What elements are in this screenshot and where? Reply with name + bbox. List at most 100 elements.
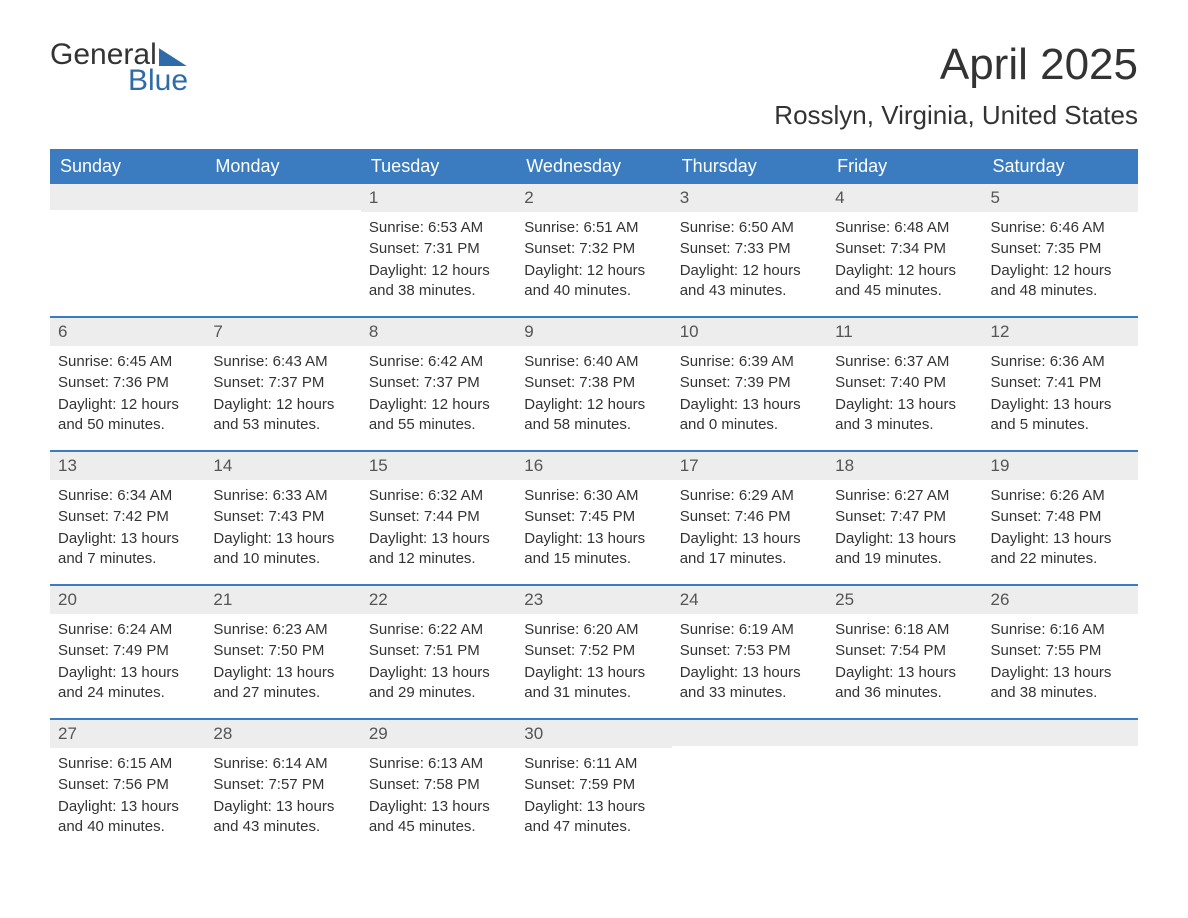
week-row: 27Sunrise: 6:15 AMSunset: 7:56 PMDayligh… [50, 718, 1138, 852]
sunrise-line: Sunrise: 6:33 AM [213, 486, 352, 506]
daylight-line: Daylight: 13 hours and 12 minutes. [369, 529, 508, 570]
sunset-line: Sunset: 7:55 PM [991, 641, 1130, 661]
daylight-line: Daylight: 13 hours and 7 minutes. [58, 529, 197, 570]
day-number: 26 [983, 586, 1138, 614]
sunrise-line: Sunrise: 6:14 AM [213, 754, 352, 774]
day-number: 15 [361, 452, 516, 480]
sunset-line: Sunset: 7:58 PM [369, 775, 508, 795]
day-details: Sunrise: 6:15 AMSunset: 7:56 PMDaylight:… [50, 748, 205, 837]
day-cell: 10Sunrise: 6:39 AMSunset: 7:39 PMDayligh… [672, 318, 827, 450]
sunset-line: Sunset: 7:38 PM [524, 373, 663, 393]
sunset-line: Sunset: 7:44 PM [369, 507, 508, 527]
day-details: Sunrise: 6:22 AMSunset: 7:51 PMDaylight:… [361, 614, 516, 703]
daylight-line: Daylight: 13 hours and 0 minutes. [680, 395, 819, 436]
day-cell: 11Sunrise: 6:37 AMSunset: 7:40 PMDayligh… [827, 318, 982, 450]
sunrise-line: Sunrise: 6:22 AM [369, 620, 508, 640]
sunrise-line: Sunrise: 6:27 AM [835, 486, 974, 506]
sunset-line: Sunset: 7:32 PM [524, 239, 663, 259]
day-number [672, 720, 827, 746]
day-details: Sunrise: 6:11 AMSunset: 7:59 PMDaylight:… [516, 748, 671, 837]
sunset-line: Sunset: 7:59 PM [524, 775, 663, 795]
sunrise-line: Sunrise: 6:50 AM [680, 218, 819, 238]
day-number: 14 [205, 452, 360, 480]
sunset-line: Sunset: 7:43 PM [213, 507, 352, 527]
sunrise-line: Sunrise: 6:51 AM [524, 218, 663, 238]
sunrise-line: Sunrise: 6:24 AM [58, 620, 197, 640]
sunrise-line: Sunrise: 6:46 AM [991, 218, 1130, 238]
day-cell: 8Sunrise: 6:42 AMSunset: 7:37 PMDaylight… [361, 318, 516, 450]
day-details: Sunrise: 6:48 AMSunset: 7:34 PMDaylight:… [827, 212, 982, 301]
sunset-line: Sunset: 7:47 PM [835, 507, 974, 527]
daylight-line: Daylight: 13 hours and 33 minutes. [680, 663, 819, 704]
week-row: 6Sunrise: 6:45 AMSunset: 7:36 PMDaylight… [50, 316, 1138, 450]
day-cell: 18Sunrise: 6:27 AMSunset: 7:47 PMDayligh… [827, 452, 982, 584]
daylight-line: Daylight: 13 hours and 27 minutes. [213, 663, 352, 704]
sunrise-line: Sunrise: 6:36 AM [991, 352, 1130, 372]
day-details: Sunrise: 6:37 AMSunset: 7:40 PMDaylight:… [827, 346, 982, 435]
sunrise-line: Sunrise: 6:20 AM [524, 620, 663, 640]
sunset-line: Sunset: 7:37 PM [369, 373, 508, 393]
sunset-line: Sunset: 7:40 PM [835, 373, 974, 393]
day-cell: 26Sunrise: 6:16 AMSunset: 7:55 PMDayligh… [983, 586, 1138, 718]
day-details: Sunrise: 6:30 AMSunset: 7:45 PMDaylight:… [516, 480, 671, 569]
day-number: 9 [516, 318, 671, 346]
day-cell: 28Sunrise: 6:14 AMSunset: 7:57 PMDayligh… [205, 720, 360, 852]
day-details: Sunrise: 6:18 AMSunset: 7:54 PMDaylight:… [827, 614, 982, 703]
day-cell: 7Sunrise: 6:43 AMSunset: 7:37 PMDaylight… [205, 318, 360, 450]
logo-text-2: Blue [128, 66, 188, 96]
sunrise-line: Sunrise: 6:19 AM [680, 620, 819, 640]
day-details: Sunrise: 6:16 AMSunset: 7:55 PMDaylight:… [983, 614, 1138, 703]
daylight-line: Daylight: 12 hours and 38 minutes. [369, 261, 508, 302]
day-details: Sunrise: 6:14 AMSunset: 7:57 PMDaylight:… [205, 748, 360, 837]
day-details: Sunrise: 6:36 AMSunset: 7:41 PMDaylight:… [983, 346, 1138, 435]
sunrise-line: Sunrise: 6:15 AM [58, 754, 197, 774]
sunset-line: Sunset: 7:33 PM [680, 239, 819, 259]
day-cell: 2Sunrise: 6:51 AMSunset: 7:32 PMDaylight… [516, 184, 671, 316]
day-number: 17 [672, 452, 827, 480]
sunset-line: Sunset: 7:42 PM [58, 507, 197, 527]
sunset-line: Sunset: 7:53 PM [680, 641, 819, 661]
calendar-header-row: SundayMondayTuesdayWednesdayThursdayFrid… [50, 149, 1138, 184]
day-cell: 15Sunrise: 6:32 AMSunset: 7:44 PMDayligh… [361, 452, 516, 584]
daylight-line: Daylight: 13 hours and 10 minutes. [213, 529, 352, 570]
day-cell: 13 Sunrise: 6:34 AMSunset: 7:42 PMDayligh… [50, 452, 205, 584]
sunrise-line: Sunrise: 6:40 AM [524, 352, 663, 372]
day-cell [50, 184, 205, 316]
sunrise-line: Sunrise: 6:34 AM [58, 486, 197, 506]
daylight-line: Daylight: 13 hours and 24 minutes. [58, 663, 197, 704]
calendar: SundayMondayTuesdayWednesdayThursdayFrid… [50, 149, 1138, 852]
day-number: 13 [50, 452, 205, 480]
sunset-line: Sunset: 7:52 PM [524, 641, 663, 661]
day-cell: 14 Sunrise: 6:33 AMSunset: 7:43 PMDayligh… [205, 452, 360, 584]
sunrise-line: Sunrise: 6:37 AM [835, 352, 974, 372]
sunset-line: Sunset: 7:36 PM [58, 373, 197, 393]
day-details: Sunrise: 6:26 AMSunset: 7:48 PMDaylight:… [983, 480, 1138, 569]
daylight-line: Daylight: 13 hours and 47 minutes. [524, 797, 663, 838]
daylight-line: Daylight: 13 hours and 15 minutes. [524, 529, 663, 570]
day-details: Sunrise: 6:50 AMSunset: 7:33 PMDaylight:… [672, 212, 827, 301]
sunset-line: Sunset: 7:50 PM [213, 641, 352, 661]
sunset-line: Sunset: 7:35 PM [991, 239, 1130, 259]
day-number [50, 184, 205, 210]
daylight-line: Daylight: 13 hours and 3 minutes. [835, 395, 974, 436]
day-header: Tuesday [361, 149, 516, 184]
day-details: Sunrise: 6:13 AMSunset: 7:58 PMDaylight:… [361, 748, 516, 837]
day-cell [983, 720, 1138, 852]
day-number: 19 [983, 452, 1138, 480]
daylight-line: Daylight: 12 hours and 45 minutes. [835, 261, 974, 302]
day-details: Sunrise: 6:23 AMSunset: 7:50 PMDaylight:… [205, 614, 360, 703]
day-details: Sunrise: 6:42 AMSunset: 7:37 PMDaylight:… [361, 346, 516, 435]
day-number [983, 720, 1138, 746]
day-cell: 25Sunrise: 6:18 AMSunset: 7:54 PMDayligh… [827, 586, 982, 718]
daylight-line: Daylight: 12 hours and 55 minutes. [369, 395, 508, 436]
week-row: 20Sunrise: 6:24 AMSunset: 7:49 PMDayligh… [50, 584, 1138, 718]
day-number: 29 [361, 720, 516, 748]
sunrise-line: Sunrise: 6:26 AM [991, 486, 1130, 506]
daylight-line: Daylight: 13 hours and 5 minutes. [991, 395, 1130, 436]
day-details: Sunrise: 6:51 AMSunset: 7:32 PMDaylight:… [516, 212, 671, 301]
sunrise-line: Sunrise: 6:23 AM [213, 620, 352, 640]
day-cell [672, 720, 827, 852]
day-cell: 19Sunrise: 6:26 AMSunset: 7:48 PMDayligh… [983, 452, 1138, 584]
day-cell: 22Sunrise: 6:22 AMSunset: 7:51 PMDayligh… [361, 586, 516, 718]
day-number: 7 [205, 318, 360, 346]
